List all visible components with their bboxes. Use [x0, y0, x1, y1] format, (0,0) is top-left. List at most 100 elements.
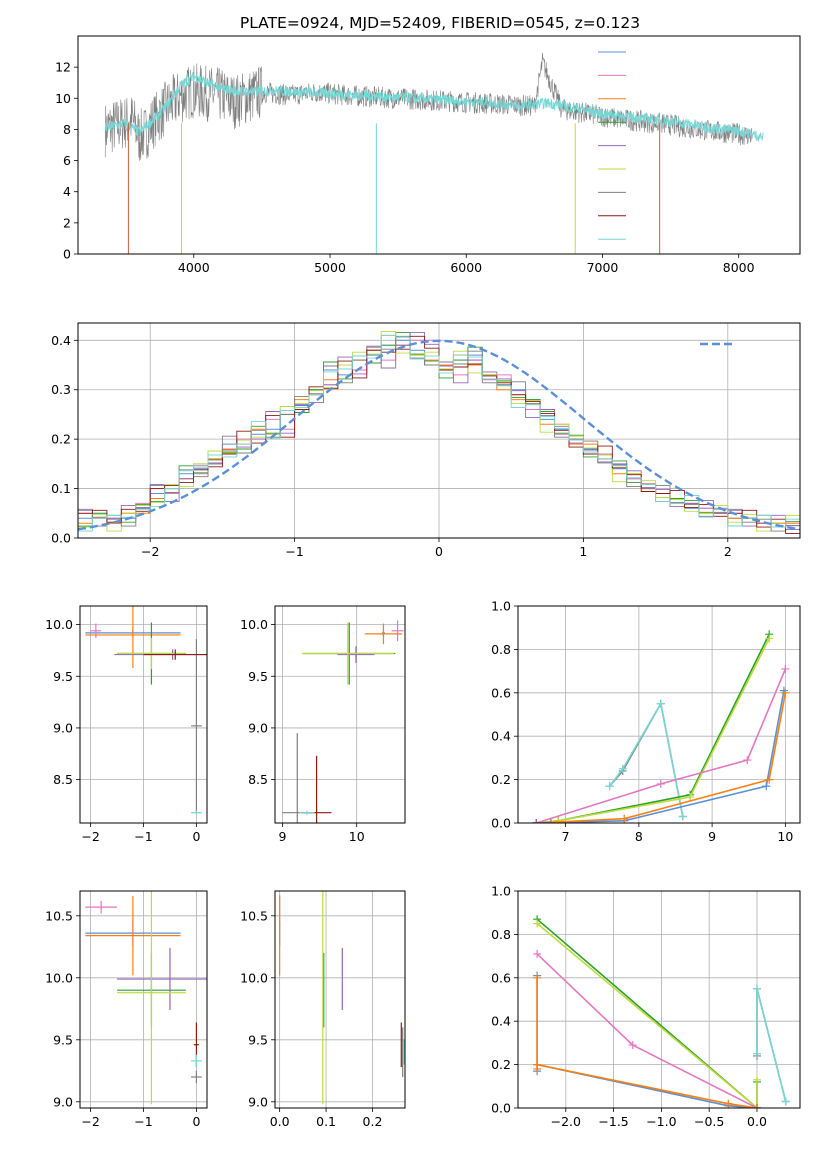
x-tick-label: 6000 [450, 260, 482, 275]
x-tick-label: 5000 [314, 260, 346, 275]
y-tick-label: 10.0 [240, 970, 268, 985]
weight-marker [678, 812, 687, 821]
weight-marker [533, 949, 542, 958]
weight-line [536, 668, 787, 823]
y-tick-label: 9.0 [248, 1094, 268, 1109]
errorbars-mass-vs-metallicity [85, 891, 207, 1105]
weight-marker [752, 984, 761, 993]
x-tick-label: 10 [777, 829, 793, 844]
x-tick-label: −2.0 [551, 1114, 581, 1129]
x-tick-label: 4000 [178, 260, 210, 275]
y-tick-label: 0.4 [491, 1014, 511, 1029]
plot-frame-mass-vs-extinction [274, 890, 406, 1109]
weight-line [536, 690, 785, 823]
weight-line [608, 701, 684, 817]
y-tick-label: 0.1 [51, 481, 71, 496]
weight-line [536, 692, 787, 823]
weight-marker [781, 664, 790, 673]
x-tick-label: −2 [81, 829, 99, 844]
x-tick-label: 0.0 [270, 1114, 290, 1129]
y-tick-label: 8 [63, 122, 71, 137]
y-tick-label: 9.0 [53, 720, 73, 735]
y-tick-label: 0.8 [491, 927, 511, 942]
y-tick-label: 9.0 [248, 720, 268, 735]
x-tick-label: −1.0 [646, 1114, 676, 1129]
y-tick-label: 10.5 [240, 908, 268, 923]
y-tick-label: 0.6 [491, 685, 511, 700]
y-tick-label: 9.5 [248, 1032, 268, 1047]
figure-title: PLATE=0924, MJD=52409, FIBERID=0545, z=0… [240, 14, 640, 32]
weight-line [536, 922, 758, 1108]
axes-residual-histogram: −2 −1 0 1 2 0.0 0.1 0.2 0.3 0.4 [51, 323, 800, 559]
weight-marker [620, 814, 629, 823]
y-tick-label: 10.5 [45, 908, 73, 923]
y-tick-label: 0.2 [51, 432, 71, 447]
x-tick-label: −1 [134, 829, 152, 844]
weight-marker [656, 779, 665, 788]
plot-frame-mass-weight-vs-metallicity [517, 890, 801, 1109]
axes-mass-vs-metallicity: −2 −1 0 9.0 9.5 10.0 10.5 [45, 891, 207, 1129]
weight-marker [752, 1104, 761, 1108]
y-tick-label: 0.0 [491, 1101, 511, 1116]
spectrum-traces [104, 52, 764, 254]
y-tick-label: 6 [63, 153, 71, 168]
weight-marker [546, 819, 555, 823]
weight-line [756, 988, 787, 1102]
weight-marker [752, 1049, 761, 1058]
plot-frame-mass-vs-metallicity [79, 890, 208, 1109]
y-tick-label: 0.3 [51, 382, 71, 397]
y-tick-label: 12 [55, 60, 71, 75]
spectrum-line [104, 52, 753, 161]
y-tick-label: 0.6 [491, 970, 511, 985]
weights-mass-weight-vs-metallicity [533, 915, 790, 1108]
weight-marker [724, 1099, 733, 1108]
weight-marker [762, 782, 771, 791]
x-tick-label: 9 [708, 829, 716, 844]
y-tick-label: 9.5 [53, 1032, 73, 1047]
y-tick-label: 9.0 [53, 1094, 73, 1109]
x-tick-label: 0 [435, 544, 443, 559]
y-tick-label: 9.5 [248, 669, 268, 684]
y-tick-label: 0.0 [51, 531, 71, 546]
weight-marker [656, 699, 665, 708]
x-tick-label: 8000 [723, 260, 755, 275]
y-tick-label: 0.0 [491, 816, 511, 831]
weight-marker [743, 756, 752, 765]
weight-line [536, 975, 758, 1108]
spectrum-line [104, 71, 764, 142]
weight-line [536, 953, 758, 1108]
weight-marker [628, 1041, 637, 1050]
plot-frame-mass-weight-vs-age [517, 605, 801, 824]
y-tick-label: 10.0 [45, 617, 73, 632]
spectrum-legend [598, 51, 626, 240]
normal-curve [78, 339, 800, 531]
weight-marker [605, 782, 614, 791]
x-tick-label: 0.1 [316, 1114, 336, 1129]
errorbars-mass-vs-extinction [279, 891, 405, 1105]
weight-marker [618, 764, 627, 773]
x-tick-label: 1 [579, 544, 587, 559]
y-tick-label: 8.5 [248, 772, 268, 787]
x-tick-label: 0.2 [363, 1114, 383, 1129]
x-tick-label: 8 [635, 829, 643, 844]
x-tick-label: −2 [81, 1114, 99, 1129]
x-tick-label: 2 [724, 544, 732, 559]
errorbars-age-vs-mass [282, 620, 404, 823]
plot-frame-residual-histogram [77, 322, 801, 539]
y-tick-label: 0.4 [491, 729, 511, 744]
x-tick-label: 9 [278, 829, 286, 844]
weight-marker [532, 819, 541, 823]
weight-marker [765, 634, 774, 643]
x-tick-label: 0.0 [747, 1114, 767, 1129]
weight-line [536, 638, 770, 823]
weights-mass-weight-vs-age [532, 630, 790, 823]
y-tick-label: 1.0 [491, 884, 511, 899]
weight-marker [781, 688, 790, 697]
weight-marker [533, 919, 542, 928]
y-tick-label: 4 [63, 184, 71, 199]
weight-marker [765, 775, 774, 784]
y-tick-label: 0.2 [491, 772, 511, 787]
plot-frame-spectrum [77, 35, 801, 255]
y-tick-label: 0.8 [491, 642, 511, 657]
